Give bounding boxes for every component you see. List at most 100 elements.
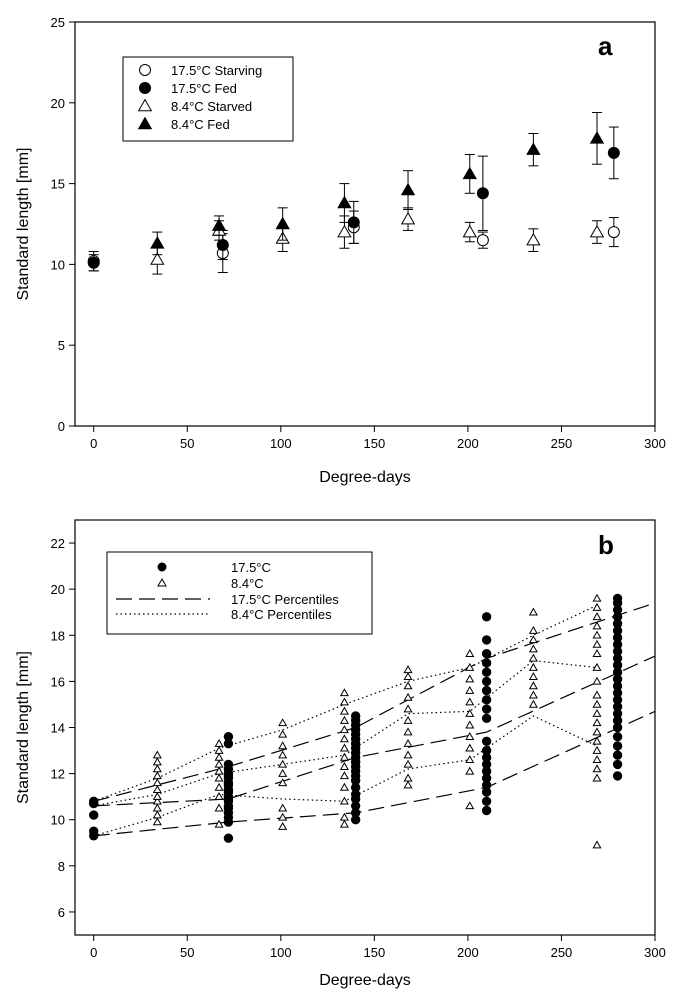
data-point-triangle-filled	[337, 195, 352, 209]
y-tick-label-b: 16	[51, 674, 65, 689]
data-point-triangle-open	[152, 778, 162, 787]
data-point-circle-filled	[481, 695, 492, 705]
x-tick-label-a: 150	[364, 436, 386, 451]
y-tick-label-a: 25	[51, 15, 65, 30]
data-point-triangle-open	[465, 755, 475, 764]
data-point-circle-filled	[481, 612, 492, 622]
data-point-circle-filled	[612, 593, 623, 604]
data-point-triangle-open	[589, 224, 605, 238]
legend-box-b	[106, 551, 373, 635]
y-tick-label-a: 10	[51, 257, 65, 272]
data-point-triangle-filled	[400, 182, 416, 196]
data-point-circle-filled	[481, 685, 492, 696]
panel-a: 0 50 100 150 200 250 300 0 5 10 15 20 25 a Degree-da…	[15, 15, 666, 486]
y-tick-label-b: 22	[51, 536, 65, 551]
data-point-triangle-open	[152, 757, 162, 766]
data-point-circle-filled	[223, 759, 234, 770]
data-point-triangle-open	[278, 803, 288, 812]
data-point-triangle-open	[592, 745, 602, 754]
data-point-triangle-open	[592, 736, 602, 745]
data-point-circle-filled	[223, 833, 234, 843]
legend-label-b-8-percentiles: 8.4°C Percentiles	[231, 607, 332, 622]
data-point-triangle-open	[339, 743, 349, 752]
panel-label-a: a	[598, 31, 613, 61]
legend-box-a	[122, 56, 294, 142]
legend-marker-b	[157, 562, 167, 572]
data-point-triangle-open	[528, 699, 538, 708]
data-marks-b	[89, 593, 623, 849]
axis-ticks-a: 0 50 100 150 200 250 300 0 5 10 15 20 25	[51, 15, 666, 451]
percentile-line-17c	[93, 602, 656, 802]
data-point-triangle-open	[528, 690, 538, 699]
data-point-triangle-open	[465, 801, 475, 810]
data-point-circle-filled	[481, 805, 492, 816]
data-point-triangle-open	[403, 681, 413, 690]
data-point-circle-filled	[481, 635, 492, 645]
data-point-triangle-open	[278, 759, 288, 768]
x-axis-title-a: Degree-days	[319, 469, 411, 486]
data-point-triangle-open	[339, 762, 349, 770]
data-point-triangle-open	[278, 768, 288, 777]
data-point-circle-filled	[481, 649, 492, 659]
data-point-triangle-open	[278, 741, 288, 750]
y-tick-label-a: 0	[58, 419, 65, 434]
data-point-triangle-open	[465, 720, 475, 729]
data-point-triangle-open	[339, 734, 349, 743]
data-point-triangle-open	[592, 773, 602, 782]
data-point-triangle-open	[152, 785, 162, 794]
data-point-triangle-open	[214, 752, 224, 761]
data-point-triangle-open	[278, 750, 288, 759]
data-point-triangle-open	[592, 662, 602, 671]
data-point-circle-filled	[481, 713, 492, 723]
data-point-triangle-open	[278, 718, 288, 727]
data-point-triangle-open	[528, 681, 538, 690]
x-tick-label-b: 100	[270, 945, 292, 960]
data-point-triangle-open	[403, 759, 413, 768]
data-point-circle-open	[476, 234, 489, 247]
data-point-circle-filled	[481, 704, 492, 714]
panel-b: 0 50 100 150 200 250 300 6 8 10 12 14 16 18 20 22 b Deg…	[15, 519, 666, 989]
data-point-triangle-open	[403, 715, 413, 724]
y-tick-label-b: 20	[51, 582, 65, 597]
data-point-triangle-open	[592, 718, 602, 727]
legend-marker-a	[137, 116, 153, 130]
data-point-triangle-open	[528, 607, 538, 616]
data-point-triangle-open	[592, 676, 602, 685]
data-point-triangle-open	[214, 759, 224, 768]
x-tick-label-b: 300	[644, 945, 666, 960]
data-point-triangle-open	[592, 708, 602, 717]
data-point-triangle-open	[403, 692, 413, 701]
data-point-triangle-open	[592, 621, 602, 630]
data-point-triangle-open	[592, 755, 602, 764]
data-point-triangle-open	[150, 252, 165, 265]
legend-label-b-17: 17.5°C	[231, 560, 271, 575]
data-point-triangle-open	[278, 821, 288, 830]
data-point-triangle-open	[403, 704, 413, 713]
data-point-triangle-open	[403, 727, 413, 736]
data-point-triangle-open	[152, 810, 162, 819]
y-tick-label-a: 5	[58, 338, 65, 353]
data-point-circle-filled	[481, 658, 492, 668]
data-point-triangle-open	[592, 593, 602, 602]
data-point-triangle-open	[462, 224, 477, 238]
data-point-triangle-open	[403, 750, 413, 759]
percentile-lines-b	[93, 602, 656, 837]
data-point-triangle-open	[592, 690, 602, 699]
data-point-triangle-open	[465, 649, 475, 657]
data-point-triangle-open	[214, 738, 224, 747]
data-point-circle-filled	[612, 741, 623, 751]
legend-a: 17.5°C Starving 17.5°C Fed 8.4°C Starved…	[122, 56, 294, 142]
y-tick-label-b: 12	[51, 767, 65, 782]
data-point-circle-filled	[607, 146, 620, 159]
data-point-circle-filled	[476, 187, 489, 200]
data-marks-a	[87, 111, 620, 275]
x-tick-label-a: 250	[551, 436, 573, 451]
data-point-triangle-open	[465, 732, 475, 740]
data-point-circle-filled	[350, 711, 361, 721]
data-point-triangle-open	[339, 782, 349, 791]
data-point-triangle-open	[339, 771, 349, 780]
y-tick-label-a: 15	[51, 177, 65, 192]
data-point-circle-filled	[612, 732, 623, 742]
data-point-triangle-filled	[589, 131, 605, 144]
data-point-circle-filled	[481, 796, 492, 806]
